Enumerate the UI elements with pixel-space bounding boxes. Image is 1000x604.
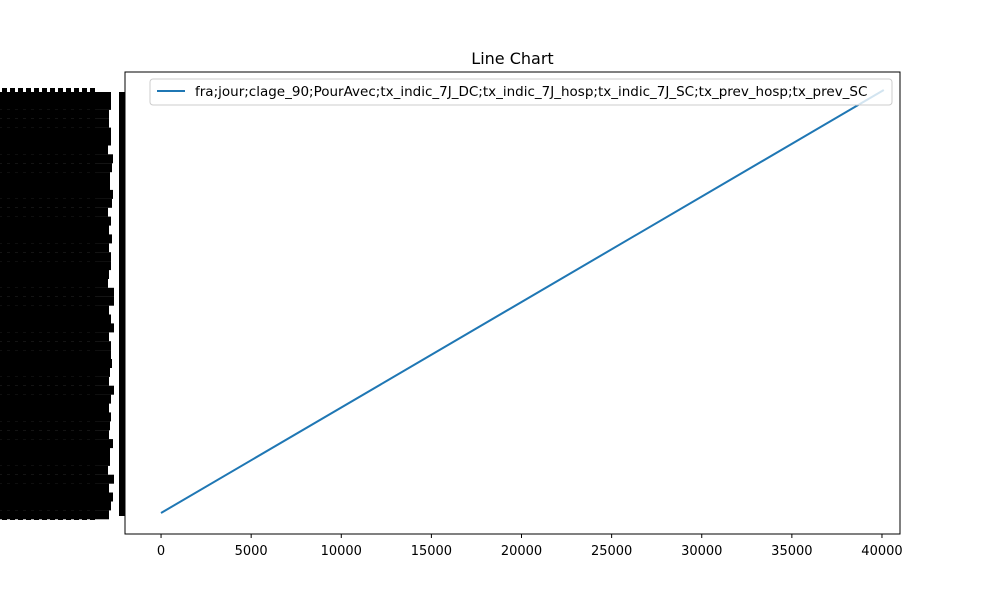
y-tick-label-overlap: [74, 88, 79, 520]
y-tick-label-overlap: [0, 92, 111, 101]
y-tick-label-overlap: [0, 359, 112, 368]
y-tick-label-overlap: [0, 261, 111, 271]
y-tick-label-overlap: [0, 412, 111, 422]
x-axis-ticks: 0 5000 10000 15000 20000 25000 30000 35000 40000: [157, 534, 903, 559]
y-tick-label-overlap: [0, 492, 113, 502]
series-layer: [160, 89, 885, 514]
y-tick-label-overlap: [34, 88, 39, 520]
y-tick-label-overlap: [0, 394, 111, 404]
y-tick-label-overlap: [18, 88, 23, 520]
x-tick-label: 10000: [321, 544, 362, 559]
legend-box: [149, 78, 893, 106]
legend: fra;jour;clage_90;PourAvec;tx_indic_7J_D…: [149, 78, 893, 106]
y-tick-label-overlap: [66, 88, 71, 520]
y-tick-label-overlap: [2, 88, 7, 520]
x-tick-label: 0: [157, 544, 165, 559]
y-tick-label-overlap: [0, 314, 111, 324]
y-tick-label-overlap: [0, 341, 111, 351]
y-tick-label-overlap: [0, 189, 113, 199]
y-tick-label-overlap: [0, 216, 111, 226]
y-tick-label-overlap: [58, 88, 63, 520]
y-tick-label-overlap: [0, 474, 114, 484]
y-tick-label-overlap: [0, 136, 111, 146]
y-tick-label-overlap: [50, 88, 55, 520]
chart-title: Line Chart: [471, 49, 553, 68]
y-tick-label-overlap: [0, 287, 114, 297]
x-tick-label: 5000: [235, 544, 268, 559]
y-tick-label-overlap: [0, 100, 111, 110]
y-tick-label-overlap: [90, 88, 95, 520]
y-tick-label-overlap: [0, 296, 114, 306]
plot-area: [124, 71, 901, 535]
y-tick-label-overlap: [0, 439, 113, 449]
y-tick-label-overlap: [42, 88, 47, 520]
y-tick-label-overlap: [0, 350, 111, 360]
series-line: [160, 89, 885, 514]
y-tick-label-overlap: [0, 323, 114, 333]
x-tick-label: 15000: [411, 544, 452, 559]
y-tick-label-overlap: [0, 385, 114, 395]
y-tick-label-overlap: [0, 163, 112, 173]
y-tick-label-overlap: [26, 88, 31, 520]
x-tick-label: 40000: [861, 544, 902, 559]
y-tick-label-overlap: [0, 127, 111, 137]
y-tick-label-overlap: [0, 198, 112, 208]
x-tick-label: 20000: [501, 544, 542, 559]
y-tick-marks: [119, 92, 125, 516]
y-tick-label-overlap: [0, 154, 113, 164]
legend-label: fra;jour;clage_90;PourAvec;tx_indic_7J_D…: [195, 84, 867, 100]
x-tick-label: 25000: [591, 544, 632, 559]
y-tick-label-overlap: [0, 501, 111, 511]
x-tick-label: 35000: [771, 544, 812, 559]
x-tick-label: 30000: [681, 544, 722, 559]
y-tick-label-overlap: [82, 88, 87, 520]
y-tick-label-overlap: [0, 252, 111, 262]
y-axis-tick-labels: [0, 88, 125, 520]
y-tick-label-overlap: [0, 234, 112, 244]
y-tick-label-overlap: [10, 88, 15, 520]
